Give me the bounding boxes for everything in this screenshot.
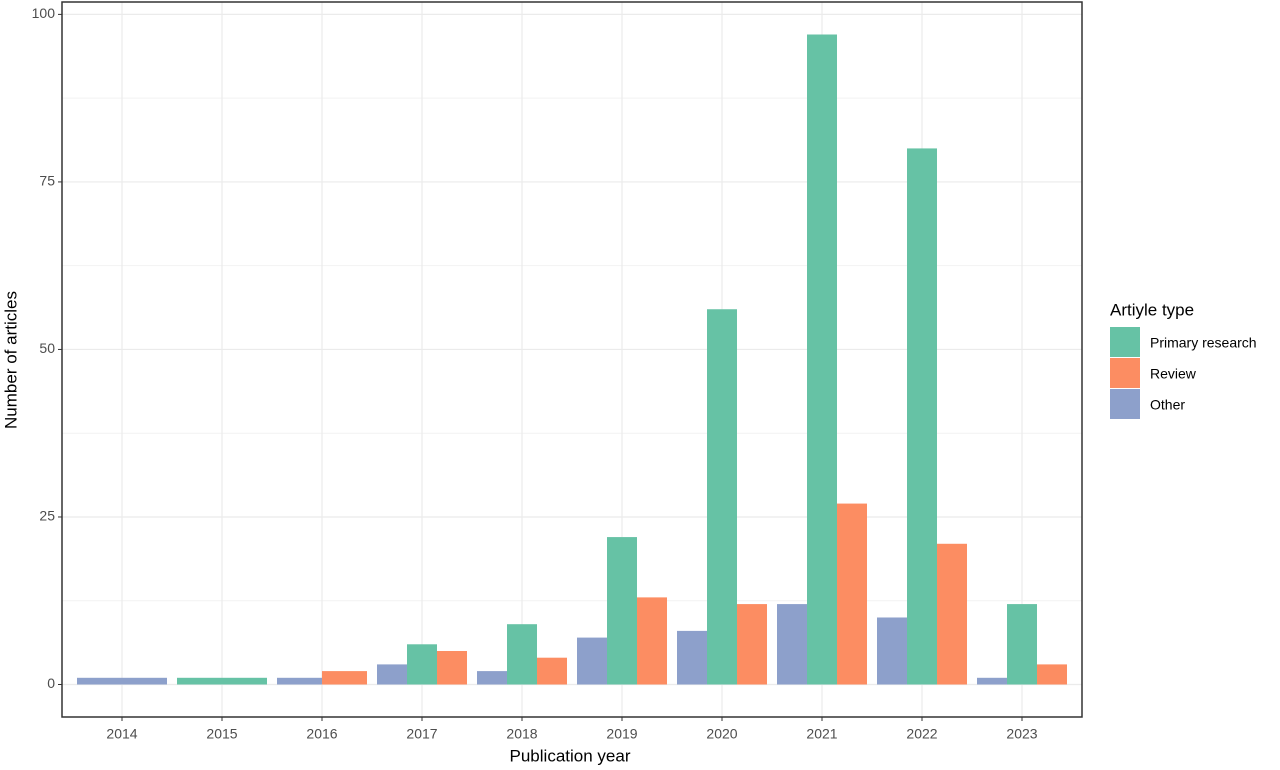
x-tick-label: 2023 bbox=[1006, 726, 1037, 742]
bar bbox=[577, 637, 607, 685]
bar bbox=[437, 650, 467, 685]
x-tick-label: 2017 bbox=[406, 726, 437, 742]
bar bbox=[537, 657, 567, 685]
y-tick-label: 50 bbox=[39, 340, 55, 356]
y-axis-title: Number of articles bbox=[1, 291, 20, 429]
panel-border bbox=[61, 1, 1083, 718]
legend-key bbox=[1110, 327, 1140, 357]
bar bbox=[1037, 664, 1067, 685]
bar bbox=[937, 543, 967, 685]
bar bbox=[1007, 604, 1037, 685]
bar bbox=[707, 309, 737, 685]
bar bbox=[77, 677, 167, 685]
x-tick-label: 2015 bbox=[206, 726, 237, 742]
bar bbox=[477, 671, 507, 685]
bar bbox=[737, 604, 767, 685]
bar bbox=[807, 34, 837, 685]
y-tick-label: 0 bbox=[47, 675, 55, 691]
legend-key bbox=[1110, 389, 1140, 419]
bar bbox=[277, 677, 322, 685]
y-tick-label: 25 bbox=[39, 508, 55, 524]
bar bbox=[977, 677, 1007, 685]
y-tick-label: 75 bbox=[39, 173, 55, 189]
bar bbox=[637, 597, 667, 685]
legend-key bbox=[1110, 358, 1140, 388]
legend-label: Other bbox=[1150, 397, 1185, 413]
y-tick-label: 100 bbox=[32, 5, 56, 21]
bar bbox=[607, 537, 637, 685]
x-tick-label: 2014 bbox=[106, 726, 137, 742]
bar bbox=[407, 644, 437, 685]
x-tick-label: 2019 bbox=[606, 726, 637, 742]
bar bbox=[777, 604, 807, 685]
bar bbox=[177, 677, 267, 685]
legend-label: Review bbox=[1150, 366, 1197, 382]
x-tick-label: 2022 bbox=[906, 726, 937, 742]
legend-label: Primary research bbox=[1150, 335, 1257, 351]
bar bbox=[507, 624, 537, 685]
bar bbox=[877, 617, 907, 685]
bar bbox=[837, 503, 867, 685]
legend-title: Artiyle type bbox=[1110, 300, 1194, 319]
bar bbox=[322, 671, 367, 685]
x-tick-label: 2021 bbox=[806, 726, 837, 742]
bar bbox=[677, 630, 707, 685]
x-tick-label: 2016 bbox=[306, 726, 337, 742]
x-tick-label: 2018 bbox=[506, 726, 537, 742]
x-tick-label: 2020 bbox=[706, 726, 737, 742]
x-axis-title: Publication year bbox=[510, 746, 631, 765]
bar bbox=[907, 148, 937, 685]
bar bbox=[377, 664, 407, 685]
